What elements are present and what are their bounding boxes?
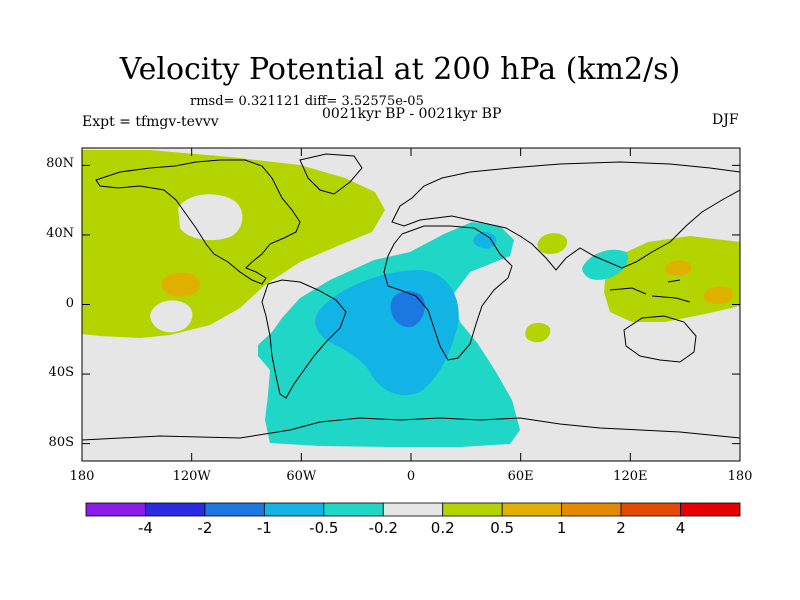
lon-tick-label: 180 xyxy=(727,469,753,484)
colorbar-swatch xyxy=(145,502,206,517)
colorbar-swatch xyxy=(263,502,325,517)
colorbar-tick-label: 4 xyxy=(675,519,686,537)
colorbar-swatch xyxy=(501,502,563,517)
lat-tick-label: 80N xyxy=(46,156,74,172)
coastline-antarctica xyxy=(82,417,740,441)
period-label: 0021kyr BP - 0021kyr BP xyxy=(322,106,502,122)
colorbar-tick-label: -0.2 xyxy=(368,519,398,537)
coastlines xyxy=(82,153,740,441)
lon-tick-label: 60W xyxy=(286,469,317,484)
colorbar-tick-label: -1 xyxy=(256,519,272,537)
coastline-eurasia xyxy=(391,161,740,271)
coastline-south-america xyxy=(261,279,347,399)
colorbar-swatch xyxy=(204,502,265,517)
near-zero-region-east-pacific xyxy=(150,300,193,333)
colorbar-tick-label: -2 xyxy=(197,519,213,537)
positive-region-arabia xyxy=(537,233,568,254)
rmsd-diff-stats: rmsd= 0.321121 diff= 3.52575e-05 xyxy=(190,94,424,109)
positive-region-pacific-america xyxy=(82,150,385,338)
coastline-north-america xyxy=(95,159,301,285)
positive-05-region-philippines xyxy=(665,260,692,276)
colorbar-swatch xyxy=(620,502,681,517)
lon-tick-label: 120E xyxy=(613,469,648,484)
colorbar-swatch xyxy=(85,502,146,517)
colorbar-tick-label: 0.2 xyxy=(430,519,455,537)
colorbar-tick-label: -0.5 xyxy=(309,519,339,537)
colorbar-swatch xyxy=(442,502,503,517)
positive-region-indian-ocean xyxy=(525,322,551,343)
coastline-australia xyxy=(623,315,697,363)
near-zero-region-north-america xyxy=(178,194,243,241)
coastline-indonesia xyxy=(609,279,691,303)
positive-05-region-new-guinea xyxy=(703,286,734,304)
lat-tick-label: 0 xyxy=(65,295,74,311)
negative-region-south-china xyxy=(582,249,629,280)
colorbar-swatch xyxy=(382,502,444,517)
lon-tick-label: 180 xyxy=(69,469,95,484)
positive-05-region-central-pacific xyxy=(161,272,201,297)
colorbar-tick-label: 1 xyxy=(556,519,567,537)
lat-tick-label: 40S xyxy=(48,365,74,381)
lat-tick-label: 40N xyxy=(46,225,74,241)
colorbar-swatch xyxy=(323,502,384,517)
lon-tick-label: 0 xyxy=(406,469,416,484)
axis-ticks xyxy=(81,148,741,461)
colorbar xyxy=(85,502,741,517)
colorbar-tick-label: 0.5 xyxy=(490,519,515,537)
coastline-africa xyxy=(383,225,513,361)
coastline-greenland xyxy=(299,153,363,195)
negative-1-region-gulf-of-guinea xyxy=(390,291,425,328)
lon-tick-label: 120W xyxy=(172,469,211,484)
lat-tick-label: 80S xyxy=(48,434,74,450)
colorbar-tick-label: -4 xyxy=(137,519,153,537)
lon-tick-label: 60E xyxy=(507,469,534,484)
season-label: DJF xyxy=(712,112,739,128)
experiment-label: Expt = tfmgv-tevvv xyxy=(82,114,219,130)
colorbar-tick-label: 2 xyxy=(616,519,626,537)
colorbar-swatch xyxy=(680,502,741,517)
map-panel xyxy=(82,148,740,461)
negative-05-region-egypt xyxy=(473,232,497,249)
colorbar-swatch xyxy=(561,502,622,517)
map-title: Velocity Potential at 200 hPa (km2/s) xyxy=(119,52,681,87)
